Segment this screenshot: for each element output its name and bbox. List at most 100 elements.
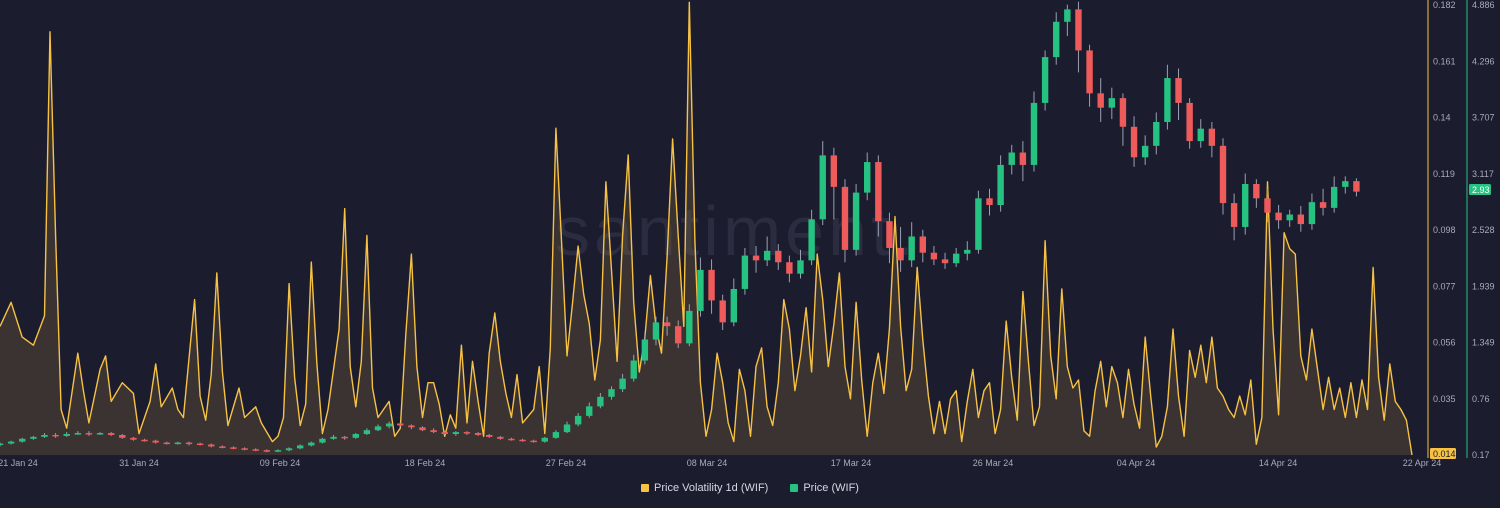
candle-body [485,434,493,437]
price-candle [1164,64,1171,130]
candle-body [152,440,159,443]
candle-body [0,443,4,446]
candle-body [452,432,460,435]
candle-body [541,437,548,442]
price-candle [841,179,849,263]
candle-body [497,436,504,439]
candle-body [1153,121,1160,146]
candle-body [196,443,204,446]
candle-body [1064,9,1071,22]
price-candle [119,434,126,439]
candle-body [1008,152,1015,165]
price-candle [941,252,949,269]
price-candle [763,236,771,267]
legend-item-volatility[interactable]: Price Volatility 1d (WIF) [641,482,768,494]
candle-body [652,322,660,340]
price-candle [1219,138,1227,215]
price-candle [964,241,971,261]
price-last-value: 2.93 [1472,185,1490,195]
x-tick-label: 27 Feb 24 [546,458,587,468]
price-candle [174,441,182,445]
x-tick-label: 17 Mar 24 [831,458,872,468]
candle-body [1175,78,1182,103]
candle-body [174,442,182,445]
candle-body [1030,102,1038,165]
price-candle [1041,50,1049,111]
candle-body [1097,93,1104,108]
price-candle [1153,112,1160,155]
candle-body [986,198,993,205]
candle-body [719,300,726,323]
price-candle [630,354,637,382]
candle-body [1330,186,1338,208]
price-candle [819,141,826,226]
candle-body [230,447,237,449]
candle-body [1197,128,1204,142]
candle-body [1019,152,1027,165]
price-candle [508,437,515,441]
price-candle [19,437,26,443]
price-candle [797,249,804,279]
price-candle [463,431,471,435]
candle-body [107,433,115,435]
candle-body [1075,9,1082,51]
price-candle [1141,135,1149,165]
price-candle [330,434,337,440]
candle-body [1230,203,1238,227]
price-last-badge: 2.93 [1469,184,1491,195]
volatility-last-badge: 0.014 [1430,448,1456,459]
price-candle [441,431,448,435]
x-tick-label: 22 Apr 24 [1403,458,1442,468]
price-candle [41,433,48,438]
price-last-badge-bg [1469,184,1491,195]
price-candle [619,373,626,393]
volatility-area [0,2,1412,456]
candle-body [96,433,104,435]
candle-body [1286,214,1293,221]
price-candle [597,392,604,409]
legend-price-label: Price (WIF) [803,482,859,494]
volatility-tick-label: 0.098 [1433,225,1456,235]
price-candle [730,278,737,327]
price-candle [752,246,760,273]
price-candle [208,443,215,448]
legend-item-price[interactable]: Price (WIF) [790,482,859,494]
candle-body [619,378,626,390]
candle-body [597,396,604,407]
candle-body [797,260,804,274]
price-candle [1175,68,1182,121]
price-candle [1230,193,1238,241]
price-candle [397,422,404,428]
price-candle [675,320,682,349]
price-candle [319,437,326,444]
price-candle [230,446,237,450]
price-tick-label: 0.17 [1472,450,1490,460]
candle-body [1264,198,1271,213]
candle-body [30,436,37,439]
candle-body [185,442,193,445]
candle-body [319,438,326,443]
x-tick-label: 18 Feb 24 [405,458,446,468]
price-series [0,1,1360,453]
price-candle [1075,1,1082,73]
price-candle [497,435,504,440]
price-candle [152,439,159,444]
candle-body [385,423,393,427]
candle-body [1308,202,1316,225]
volatility-swatch [641,484,650,492]
price-candle [1208,121,1216,158]
price-swatch [790,484,799,492]
price-candle [341,435,348,440]
price-candle [1064,4,1071,37]
volatility-line [0,1,1413,456]
price-tick-label: 2.528 [1472,225,1495,235]
candle-body [1119,98,1127,127]
price-candle [263,449,271,453]
price-candle [586,402,593,418]
candle-body [441,432,448,435]
price-candle [541,436,548,443]
price-candle [975,190,982,254]
x-tick-label: 09 Feb 24 [260,458,301,468]
price-candle [908,222,915,268]
